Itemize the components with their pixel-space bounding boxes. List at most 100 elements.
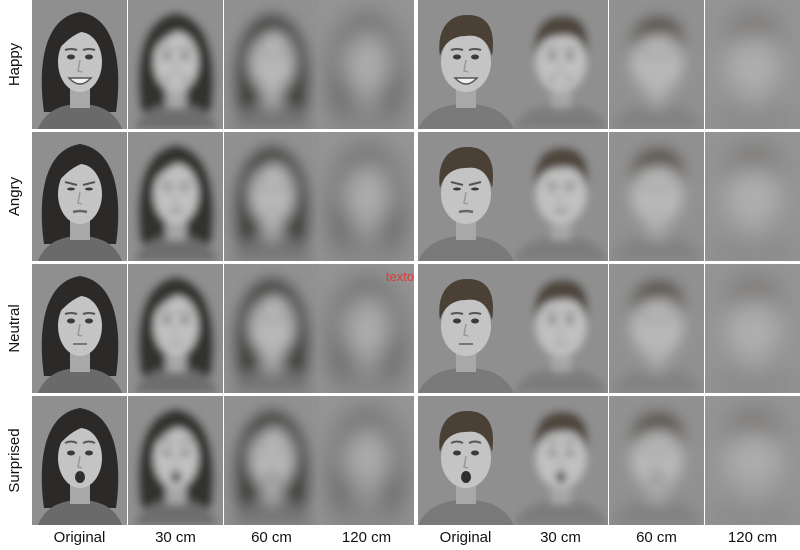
eye — [644, 450, 652, 456]
neck — [551, 350, 571, 372]
haze — [128, 396, 223, 525]
eye — [566, 450, 574, 456]
face — [418, 396, 513, 525]
face — [319, 264, 414, 393]
eye — [277, 54, 285, 60]
face — [418, 132, 513, 261]
neck — [551, 482, 571, 504]
eye — [163, 318, 171, 324]
shirt — [38, 500, 122, 525]
nose — [77, 455, 83, 469]
hair — [439, 278, 493, 320]
brow — [450, 181, 482, 186]
hair — [439, 14, 493, 56]
face-image — [513, 132, 608, 261]
neck — [262, 350, 282, 372]
face — [513, 132, 608, 261]
fringe — [58, 28, 88, 50]
fringe — [345, 292, 375, 314]
fringe — [250, 424, 280, 446]
nose — [269, 323, 275, 337]
haze — [513, 264, 608, 393]
row-label: Surprised — [6, 428, 23, 492]
eye — [453, 450, 461, 456]
nose — [364, 323, 370, 337]
haze — [128, 0, 223, 129]
nose — [654, 455, 660, 469]
shirt — [230, 500, 314, 525]
brow — [256, 440, 288, 444]
mouth — [553, 209, 569, 214]
face — [224, 0, 319, 129]
brow — [64, 181, 96, 186]
mouth — [359, 209, 375, 214]
face — [705, 264, 800, 393]
brow — [450, 312, 482, 315]
shirt — [325, 236, 409, 261]
eye — [163, 450, 171, 456]
face-image — [32, 132, 127, 261]
nose — [750, 323, 756, 337]
brow — [64, 440, 96, 444]
face — [609, 396, 704, 525]
fringe — [154, 160, 184, 182]
shirt — [230, 368, 314, 393]
eye — [85, 187, 93, 191]
eye — [181, 54, 189, 60]
eye — [453, 187, 461, 191]
neck — [743, 218, 763, 240]
face-image — [513, 0, 608, 129]
face — [609, 132, 704, 261]
mouth — [644, 77, 670, 85]
column-label: 60 cm — [636, 529, 677, 546]
nose — [364, 59, 370, 73]
mouth — [461, 471, 471, 483]
eye — [163, 187, 171, 191]
mouth — [75, 471, 85, 483]
haze — [224, 0, 319, 129]
brow — [256, 181, 288, 186]
face — [609, 0, 704, 129]
shirt — [38, 368, 122, 393]
brow — [450, 440, 482, 444]
face-image — [224, 0, 319, 129]
hair — [439, 410, 493, 452]
eye — [354, 318, 362, 324]
face-image — [224, 132, 319, 261]
mouth — [168, 209, 184, 214]
face-image — [609, 132, 704, 261]
brow — [545, 181, 577, 186]
face-image — [128, 132, 223, 261]
row-label: Happy — [6, 42, 23, 86]
neck — [456, 86, 476, 108]
eye — [566, 187, 574, 191]
eye — [740, 187, 748, 191]
eye — [453, 318, 461, 324]
haze — [128, 132, 223, 261]
fringe — [154, 424, 184, 446]
eye — [181, 450, 189, 456]
nose — [173, 455, 179, 469]
brow — [737, 48, 769, 51]
brow — [737, 312, 769, 315]
neck — [647, 218, 667, 240]
face — [418, 264, 513, 393]
face-image — [319, 132, 414, 261]
fringe — [58, 292, 88, 314]
column-label: Original — [440, 529, 492, 546]
mouth — [748, 471, 758, 483]
fringe — [250, 160, 280, 182]
fringe — [250, 292, 280, 314]
face-image — [609, 264, 704, 393]
nose — [173, 323, 179, 337]
neck — [647, 350, 667, 372]
shirt — [325, 104, 409, 129]
eye — [471, 450, 479, 456]
eye — [85, 54, 93, 60]
eye — [67, 318, 75, 324]
face-image — [418, 0, 513, 129]
eye — [548, 318, 556, 324]
face — [705, 132, 800, 261]
eye — [453, 54, 461, 60]
shirt — [134, 500, 218, 525]
